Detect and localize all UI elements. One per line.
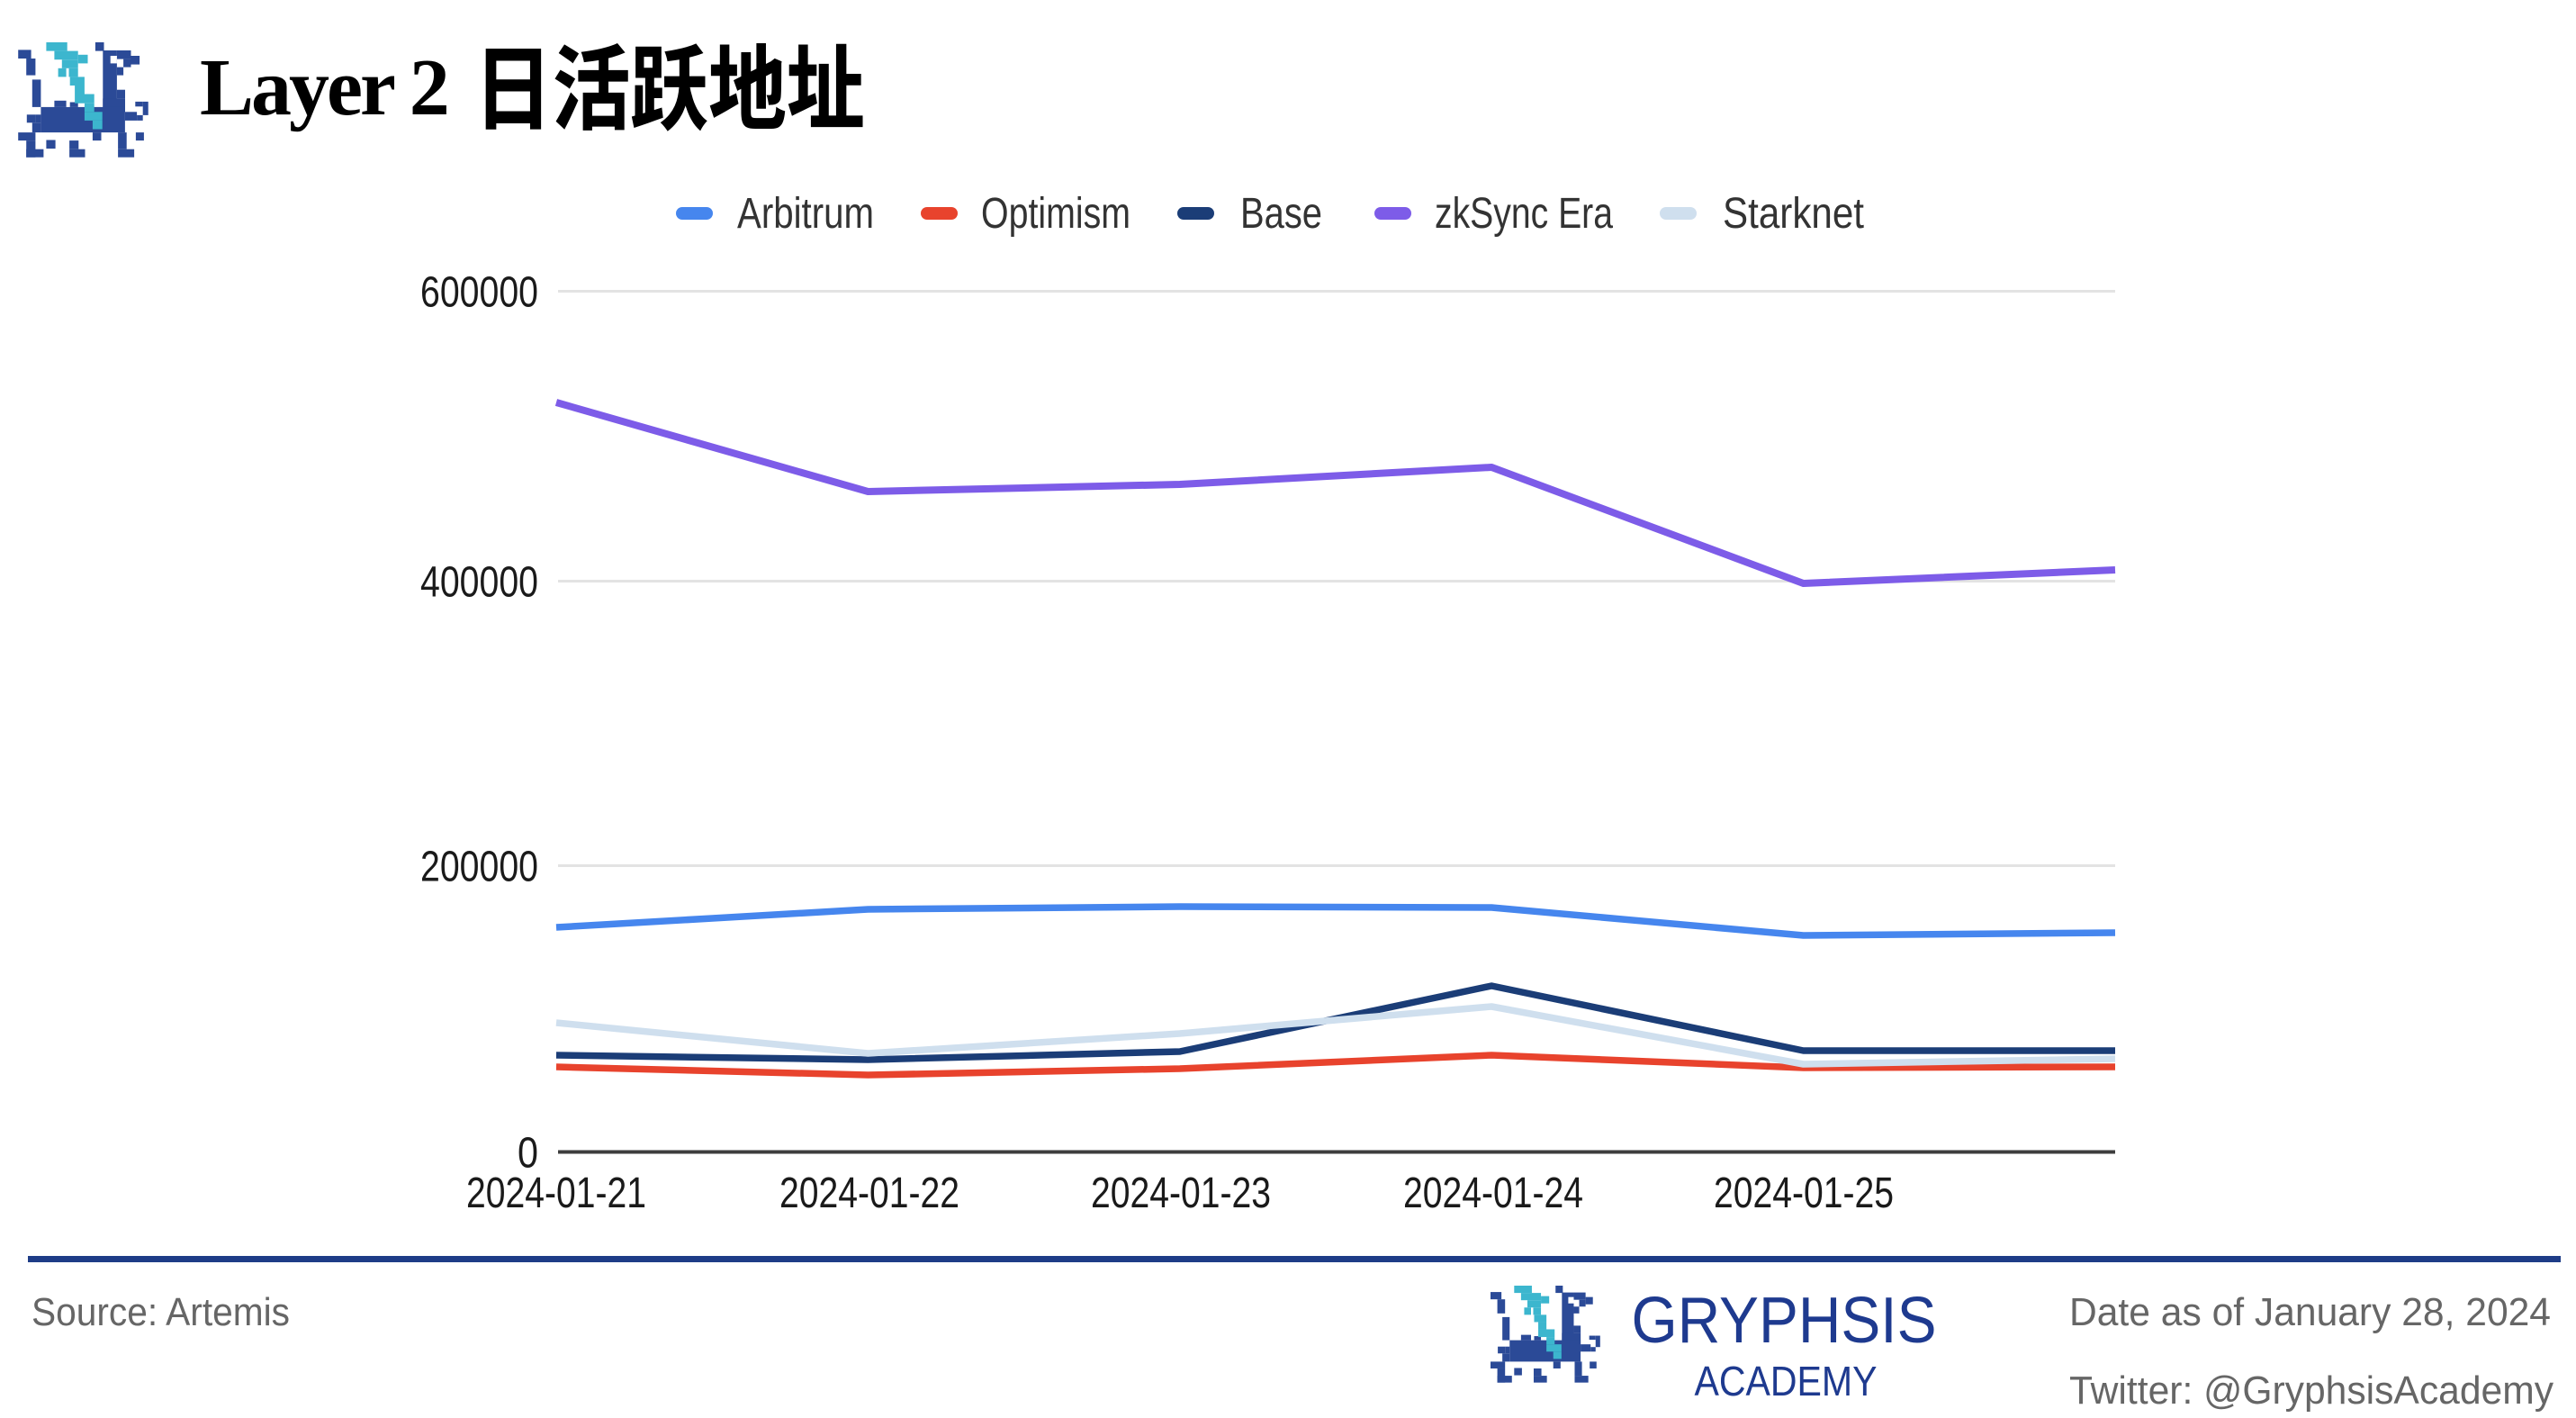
svg-text:2024-01-25: 2024-01-25: [1714, 1170, 1894, 1217]
svg-text:0: 0: [518, 1130, 538, 1178]
svg-text:Twitter: @GryphsisAcademy: Twitter: @GryphsisAcademy: [2069, 1368, 2553, 1413]
svg-text:GRYPHSIS: GRYPHSIS: [1632, 1285, 1937, 1357]
svg-text:Layer 2: Layer 2: [200, 43, 447, 132]
svg-text:2024-01-21: 2024-01-21: [466, 1170, 646, 1217]
svg-text:600000: 600000: [420, 269, 538, 317]
svg-text:Base: Base: [1240, 190, 1322, 238]
svg-text:Optimism: Optimism: [981, 190, 1130, 238]
svg-text:Arbitrum: Arbitrum: [737, 190, 874, 238]
svg-text:Source: Artemis: Source: Artemis: [32, 1290, 290, 1334]
svg-text:2024-01-22: 2024-01-22: [779, 1170, 959, 1217]
svg-text:2024-01-23: 2024-01-23: [1091, 1170, 1271, 1217]
svg-text:Starknet: Starknet: [1723, 190, 1864, 238]
svg-text:Date as of January 28, 2024: Date as of January 28, 2024: [2069, 1290, 2551, 1334]
svg-text:400000: 400000: [420, 559, 538, 607]
svg-text:ACADEMY: ACADEMY: [1695, 1358, 1878, 1404]
svg-text:zkSync Era: zkSync Era: [1435, 190, 1613, 238]
svg-text:2024-01-24: 2024-01-24: [1403, 1170, 1583, 1217]
svg-text:200000: 200000: [420, 844, 538, 891]
